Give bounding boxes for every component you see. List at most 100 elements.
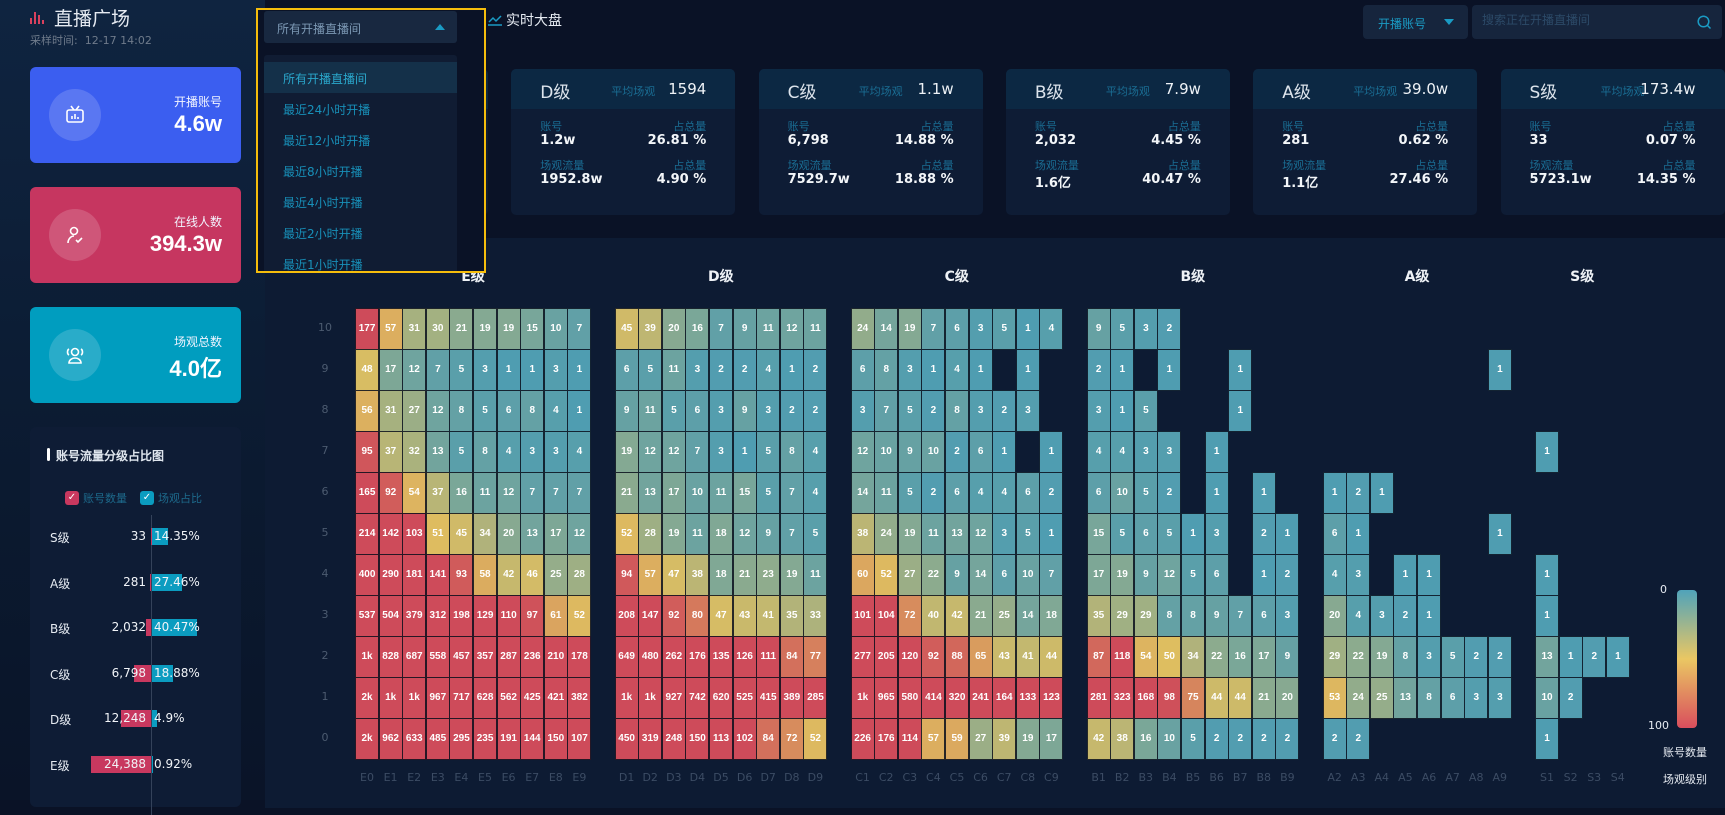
heatmap-cell[interactable]: 525 <box>733 677 757 719</box>
heatmap-cell[interactable]: 248 <box>662 718 686 760</box>
heatmap-cell[interactable]: 6 <box>1252 595 1276 637</box>
heatmap-cell[interactable]: 687 <box>402 636 426 678</box>
heatmap-cell[interactable]: 24 <box>874 513 898 555</box>
heatmap-cell[interactable]: 92 <box>921 636 945 678</box>
heatmap-cell[interactable]: 98 <box>1157 677 1181 719</box>
heatmap-cell[interactable]: 176 <box>685 636 709 678</box>
checkbox-checked-icon[interactable]: ✓ <box>65 491 79 505</box>
heatmap-cell[interactable]: 480 <box>638 636 662 678</box>
heatmap-cell[interactable]: 110 <box>497 595 521 637</box>
heatmap-cell[interactable]: 38 <box>1110 718 1134 760</box>
heatmap-cell[interactable]: 93 <box>449 554 473 596</box>
heatmap-cell[interactable]: 3 <box>1134 308 1158 350</box>
heatmap-cell[interactable]: 48 <box>355 349 379 391</box>
heatmap-cell[interactable]: 51 <box>426 513 450 555</box>
heatmap-cell[interactable]: 10 <box>1016 554 1040 596</box>
heatmap-cell[interactable]: 12 <box>638 431 662 473</box>
heatmap-cell[interactable]: 5 <box>1157 513 1181 555</box>
heatmap-cell[interactable]: 25 <box>544 554 568 596</box>
heatmap-cell[interactable]: 5 <box>638 349 662 391</box>
heatmap-cell[interactable]: 5 <box>992 308 1016 350</box>
heatmap-cell[interactable]: 7 <box>709 308 733 350</box>
heatmap-cell[interactable]: 1 <box>1417 554 1441 596</box>
heatmap-cell[interactable]: 13 <box>520 513 544 555</box>
heatmap-cell[interactable]: 6 <box>497 390 521 432</box>
heatmap-cell[interactable]: 4 <box>1323 554 1347 596</box>
heatmap-cell[interactable]: 1 <box>1181 513 1205 555</box>
heatmap-cell[interactable]: 17 <box>1252 636 1276 678</box>
heatmap-cell[interactable]: 150 <box>544 718 568 760</box>
heatmap-cell[interactable]: 11 <box>756 308 780 350</box>
heatmap-cell[interactable]: 2 <box>1464 636 1488 678</box>
heatmap-cell[interactable]: 382 <box>567 677 591 719</box>
heatmap-cell[interactable]: 21 <box>449 308 473 350</box>
heatmap-cell[interactable]: 19 <box>473 308 497 350</box>
heatmap-cell[interactable]: 1 <box>1370 472 1394 514</box>
heatmap-cell[interactable]: 414 <box>921 677 945 719</box>
heatmap-cell[interactable]: 11 <box>803 554 827 596</box>
heatmap-cell[interactable]: 323 <box>1110 677 1134 719</box>
heatmap-cell[interactable]: 61 <box>544 595 568 637</box>
heatmap-cell[interactable]: 4 <box>1087 431 1111 473</box>
heatmap-cell[interactable]: 95 <box>355 431 379 473</box>
heatmap-cell[interactable]: 84 <box>780 636 804 678</box>
account-count-bar[interactable] <box>146 619 151 636</box>
heatmap-cell[interactable]: 10 <box>921 431 945 473</box>
heatmap-cell[interactable]: 42 <box>945 595 969 637</box>
heatmap-cell[interactable]: 120 <box>898 636 922 678</box>
heatmap-cell[interactable]: 1 <box>1275 513 1299 555</box>
heatmap-cell[interactable]: 21 <box>969 595 993 637</box>
heatmap-cell[interactable]: 7 <box>567 472 591 514</box>
heatmap-cell[interactable]: 114 <box>898 718 922 760</box>
heatmap-cell[interactable]: 1 <box>1110 390 1134 432</box>
heatmap-cell[interactable]: 12 <box>1157 554 1181 596</box>
heatmap-cell[interactable]: 14 <box>969 554 993 596</box>
heatmap-cell[interactable]: 45 <box>449 513 473 555</box>
heatmap-cell[interactable]: 19 <box>898 513 922 555</box>
heatmap-cell[interactable]: 144 <box>520 718 544 760</box>
heatmap-cell[interactable]: 6 <box>1441 677 1465 719</box>
heatmap-cell[interactable]: 2 <box>1323 718 1347 760</box>
stat-card-accounts[interactable]: 开播账号 4.6w <box>30 67 241 163</box>
heatmap-cell[interactable]: 7 <box>520 472 544 514</box>
heatmap-cell[interactable]: 6 <box>1205 554 1229 596</box>
heatmap-cell[interactable]: 2 <box>803 390 827 432</box>
heatmap-cell[interactable]: 537 <box>355 595 379 637</box>
heatmap-cell[interactable]: 241 <box>969 677 993 719</box>
heatmap-cell[interactable]: 1 <box>497 349 521 391</box>
heatmap-cell[interactable]: 4 <box>1039 308 1063 350</box>
heatmap-cell[interactable]: 11 <box>638 390 662 432</box>
heatmap-cell[interactable]: 1 <box>921 349 945 391</box>
heatmap-cell[interactable]: 12 <box>497 472 521 514</box>
heatmap-cell[interactable]: 15 <box>733 472 757 514</box>
heatmap-cell[interactable]: 5 <box>1110 308 1134 350</box>
heatmap-cell[interactable]: 9 <box>898 431 922 473</box>
heatmap-cell[interactable]: 1k <box>851 677 875 719</box>
heatmap-cell[interactable]: 17 <box>1039 718 1063 760</box>
heatmap-cell[interactable]: 35 <box>1087 595 1111 637</box>
heatmap-cell[interactable]: 1 <box>1535 718 1559 760</box>
heatmap-cell[interactable]: 14 <box>851 472 875 514</box>
heatmap-cell[interactable]: 17 <box>662 472 686 514</box>
heatmap-cell[interactable]: 22 <box>1205 636 1229 678</box>
heatmap-cell[interactable]: 32 <box>402 431 426 473</box>
heatmap-cell[interactable]: 4 <box>567 431 591 473</box>
heatmap-cell[interactable]: 457 <box>449 636 473 678</box>
heatmap-cell[interactable]: 34 <box>473 513 497 555</box>
heatmap-cell[interactable]: 16 <box>685 308 709 350</box>
heatmap-cell[interactable]: 7 <box>544 472 568 514</box>
heatmap-cell[interactable]: 12 <box>567 513 591 555</box>
heatmap-cell[interactable]: 3 <box>1016 390 1040 432</box>
heatmap-cell[interactable]: 8 <box>449 390 473 432</box>
heatmap-cell[interactable]: 107 <box>567 718 591 760</box>
heatmap-cell[interactable]: 5 <box>1441 636 1465 678</box>
heatmap-cell[interactable]: 9 <box>1205 595 1229 637</box>
heatmap-cell[interactable]: 19 <box>662 513 686 555</box>
heatmap-cell[interactable]: 40 <box>921 595 945 637</box>
heatmap-cell[interactable]: 133 <box>1016 677 1040 719</box>
heatmap-cell[interactable]: 281 <box>1087 677 1111 719</box>
heatmap-cell[interactable]: 967 <box>426 677 450 719</box>
heatmap-cell[interactable]: 54 <box>402 472 426 514</box>
heatmap-cell[interactable]: 3 <box>1205 513 1229 555</box>
heatmap-cell[interactable]: 19 <box>497 308 521 350</box>
